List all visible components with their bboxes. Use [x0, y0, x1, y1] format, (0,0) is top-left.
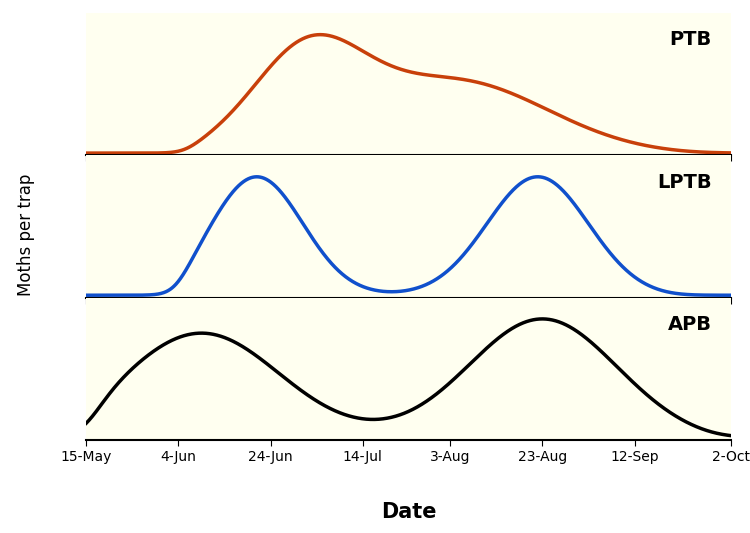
Text: APB: APB [668, 314, 712, 334]
Text: PTB: PTB [670, 30, 712, 50]
Text: LPTB: LPTB [657, 173, 712, 191]
Text: Date: Date [381, 502, 436, 522]
Text: Moths per trap: Moths per trap [17, 173, 35, 296]
